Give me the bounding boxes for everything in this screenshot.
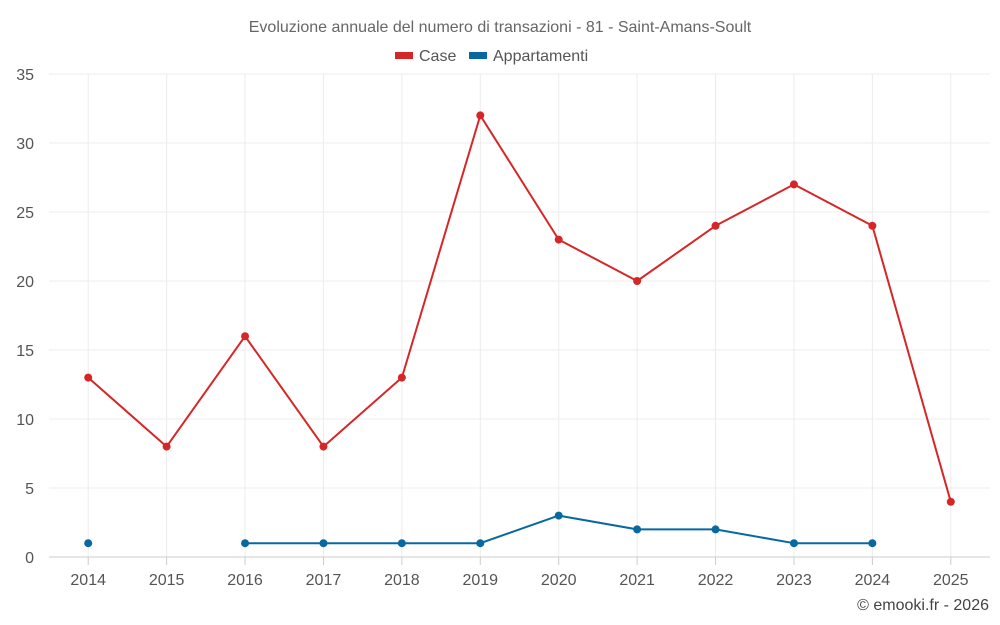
x-tick-label: 2023 <box>776 572 812 589</box>
x-tick-label: 2022 <box>698 572 734 589</box>
y-tick-label: 30 <box>16 136 34 153</box>
credit: © emooki.fr - 2026 <box>857 597 989 614</box>
x-tick-label: 2025 <box>933 572 969 589</box>
data-point-case <box>633 277 642 285</box>
data-point-case <box>789 180 798 189</box>
data-point-appartamenti <box>633 525 642 534</box>
y-tick-label: 5 <box>25 481 34 498</box>
data-point-case <box>241 332 250 341</box>
data-point-case <box>84 373 93 382</box>
data-point-case <box>554 235 563 244</box>
data-point-case <box>397 373 406 382</box>
series-line-case <box>87 114 952 503</box>
y-tick-label: 35 <box>16 67 34 84</box>
data-point-appartamenti <box>84 539 93 548</box>
grid <box>49 73 990 557</box>
data-point-case <box>162 442 171 451</box>
data-point-case <box>476 111 485 120</box>
x-tick-label: 2014 <box>70 572 106 589</box>
data-point-case <box>711 221 720 230</box>
data-point-appartamenti <box>397 539 406 548</box>
y-tick-label: 25 <box>16 205 34 222</box>
legend-swatch-case <box>395 52 413 59</box>
y-tick-label: 15 <box>16 343 34 360</box>
x-tick-label: 2017 <box>306 572 342 589</box>
series-appartamenti <box>84 511 877 548</box>
legend: Case Appartamenti <box>395 48 588 65</box>
data-point-appartamenti <box>789 539 798 548</box>
y-axis: 0 5 10 15 20 25 30 35 <box>16 67 34 567</box>
x-tick-label: 2015 <box>149 572 185 589</box>
x-tick-label: 2019 <box>462 572 498 589</box>
data-point-case <box>868 221 877 230</box>
legend-swatch-appartamenti <box>469 52 487 59</box>
x-tick-label: 2020 <box>541 572 577 589</box>
data-point-appartamenti <box>319 539 328 548</box>
series-layer <box>84 111 955 548</box>
chart-title: Evoluzione annuale del numero di transaz… <box>249 19 752 36</box>
data-point-appartamenti <box>554 511 563 520</box>
data-point-appartamenti <box>476 539 485 548</box>
data-point-case <box>319 442 328 451</box>
series-case <box>84 111 955 506</box>
data-point-appartamenti <box>711 525 720 534</box>
data-point-appartamenti <box>241 539 250 548</box>
x-axis: 2014 2015 2016 2017 2018 2019 2020 2021 2022 2023… <box>49 556 990 589</box>
x-tick-label: 2016 <box>227 572 263 589</box>
legend-label-case: Case <box>419 48 456 65</box>
x-tick-label: 2021 <box>619 572 655 589</box>
data-point-appartamenti <box>868 539 877 548</box>
x-tick-label: 2024 <box>855 572 891 589</box>
x-tick-label: 2018 <box>384 572 420 589</box>
legend-label-appartamenti: Appartamenti <box>493 48 588 65</box>
data-point-case <box>946 497 955 506</box>
y-tick-label: 0 <box>25 550 34 567</box>
y-tick-label: 20 <box>16 274 34 291</box>
y-tick-label: 10 <box>16 412 34 429</box>
